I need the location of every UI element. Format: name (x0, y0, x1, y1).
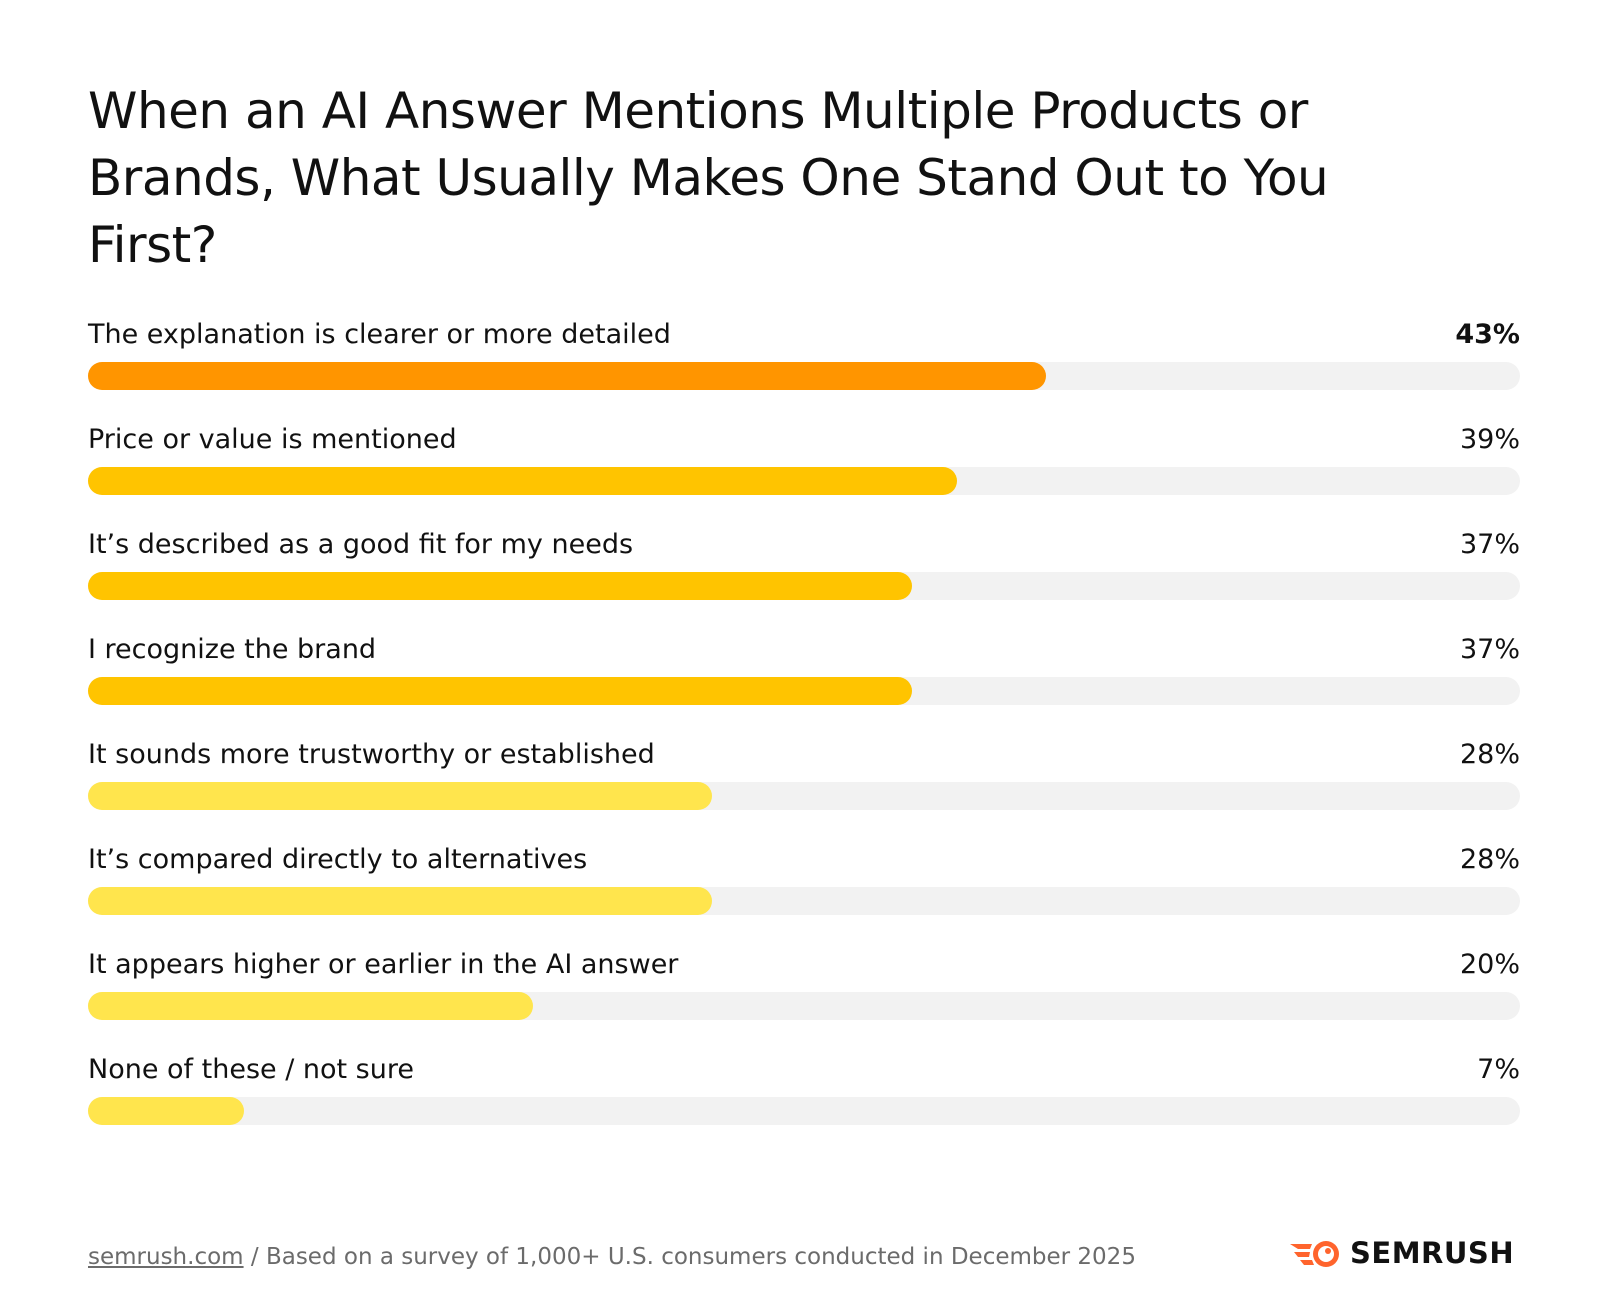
bar-track (88, 1097, 1520, 1125)
source-link[interactable]: semrush.com (88, 1244, 244, 1270)
bar-row: I recognize the brand 37% (88, 633, 1520, 738)
bar-track (88, 992, 1520, 1020)
source-note: / Based on a survey of 1,000+ U.S. consu… (243, 1244, 1136, 1270)
bar-row: Price or value is mentioned 39% (88, 423, 1520, 528)
bar-track (88, 782, 1520, 810)
bar-row: It sounds more trustworthy or establishe… (88, 738, 1520, 843)
bar-label: It’s described as a good fit for my need… (88, 529, 634, 560)
bar-row: It’s described as a good fit for my need… (88, 528, 1520, 633)
bar (88, 992, 534, 1020)
bar-value-label: 37% (1459, 529, 1520, 560)
chart-title: When an AI Answer Mentions Multiple Prod… (88, 82, 1329, 274)
footer: semrush.com / Based on a survey of 1,000… (88, 1244, 1136, 1270)
bar-track (88, 887, 1520, 915)
bar-value-label: 28% (1459, 844, 1520, 875)
bar-value-label: 37% (1459, 634, 1520, 665)
bar-label: Price or value is mentioned (88, 424, 457, 455)
bar-value-label: 7% (1477, 1054, 1520, 1085)
bar-label: It’s compared directly to alternatives (88, 844, 588, 875)
logo-text: SEMRUSH (1350, 1236, 1515, 1270)
bar-row: None of these / not sure 7% (88, 1053, 1520, 1158)
bar-label: It sounds more trustworthy or establishe… (88, 739, 655, 770)
bar-row: The explanation is clearer or more detai… (88, 318, 1520, 423)
bar-label: I recognize the brand (88, 634, 377, 665)
bar-track (88, 362, 1520, 390)
bar-label: None of these / not sure (88, 1054, 414, 1085)
bar-value-label: 20% (1459, 949, 1520, 980)
bar (88, 887, 712, 915)
bar-label: It appears higher or earlier in the AI a… (88, 949, 679, 980)
bar-label: The explanation is clearer or more detai… (88, 319, 671, 350)
bar (88, 467, 957, 495)
semrush-fireball-icon (1290, 1241, 1339, 1267)
bar-row: It’s compared directly to alternatives 28… (88, 843, 1520, 948)
bar-row: It appears higher or earlier in the AI a… (88, 948, 1520, 1053)
bar-track (88, 677, 1520, 705)
bar-value-label: 39% (1459, 424, 1520, 455)
bar (88, 362, 1046, 390)
semrush-logo: SEMRUSH (1290, 1236, 1514, 1270)
bar-chart: The explanation is clearer or more detai… (88, 318, 1520, 1158)
bar-value-label: 43% (1455, 319, 1520, 350)
bar-track (88, 572, 1520, 600)
bar-track (88, 467, 1520, 495)
bar (88, 782, 712, 810)
bar (88, 572, 912, 600)
bar-value-label: 28% (1459, 739, 1520, 770)
bar (88, 1097, 244, 1125)
bar (88, 677, 912, 705)
